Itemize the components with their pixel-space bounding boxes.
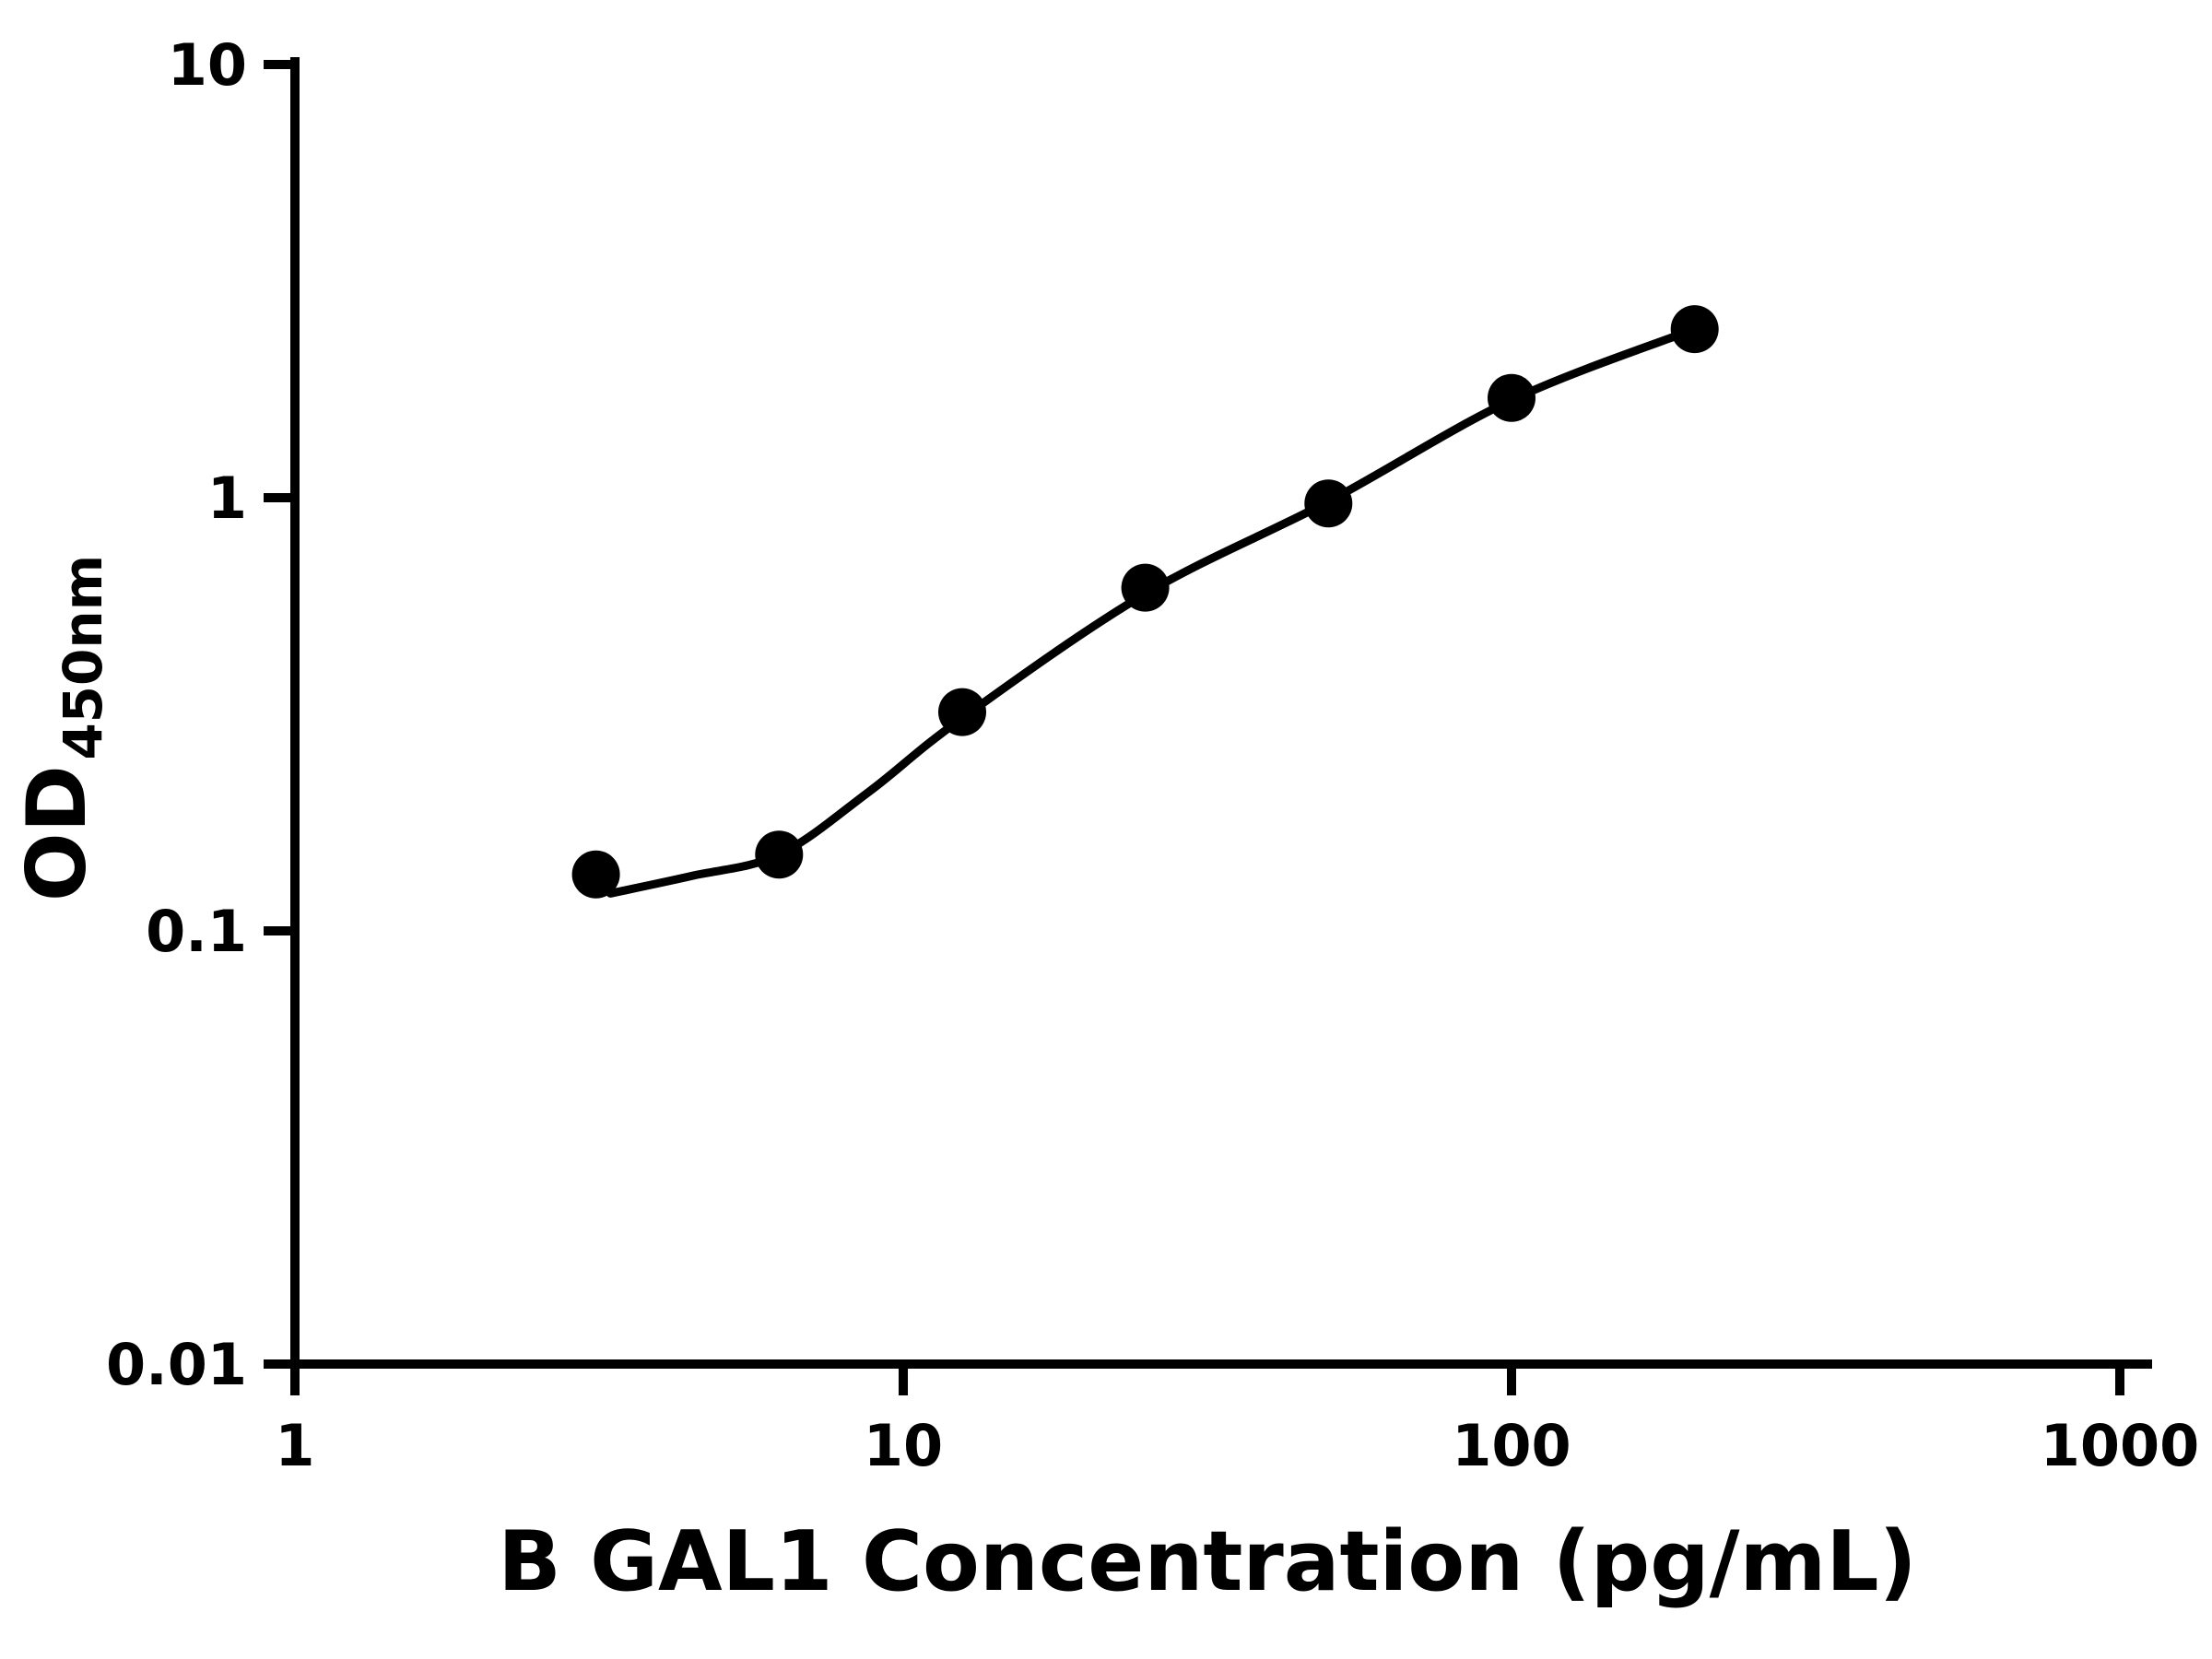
x-tick-label: 1 (275, 1412, 314, 1479)
y-axis-title-main: OD (9, 765, 104, 901)
x-tick-label: 10 (864, 1412, 943, 1479)
y-tick-label: 1 (207, 465, 247, 532)
y-tick-label: 0.01 (106, 1331, 247, 1398)
data-point-marker (938, 688, 986, 736)
plot-area: 1 10 100 1000 0.01 0.1 1 10 (106, 31, 2199, 1479)
fit-curve (606, 324, 1700, 898)
data-point-marker (755, 830, 804, 879)
data-point-marker (571, 850, 620, 899)
y-tick-label: 10 (168, 31, 247, 99)
data-point-marker (1121, 563, 1170, 612)
y-axis-title-sub: 450nm (52, 555, 114, 760)
y-axis-title: OD 450nm (9, 555, 114, 901)
y-tick-label: 0.1 (146, 898, 247, 965)
x-tick-label: 100 (1452, 1412, 1571, 1479)
x-axis-title: B GAL1 Concentration (pg/mL) (498, 1513, 1917, 1610)
data-point-marker (1488, 373, 1535, 422)
x-tick-label: 1000 (2041, 1412, 2200, 1479)
data-point-marker (1670, 305, 1719, 354)
data-point-marker (1304, 479, 1353, 528)
axis-spines (290, 57, 2152, 1369)
